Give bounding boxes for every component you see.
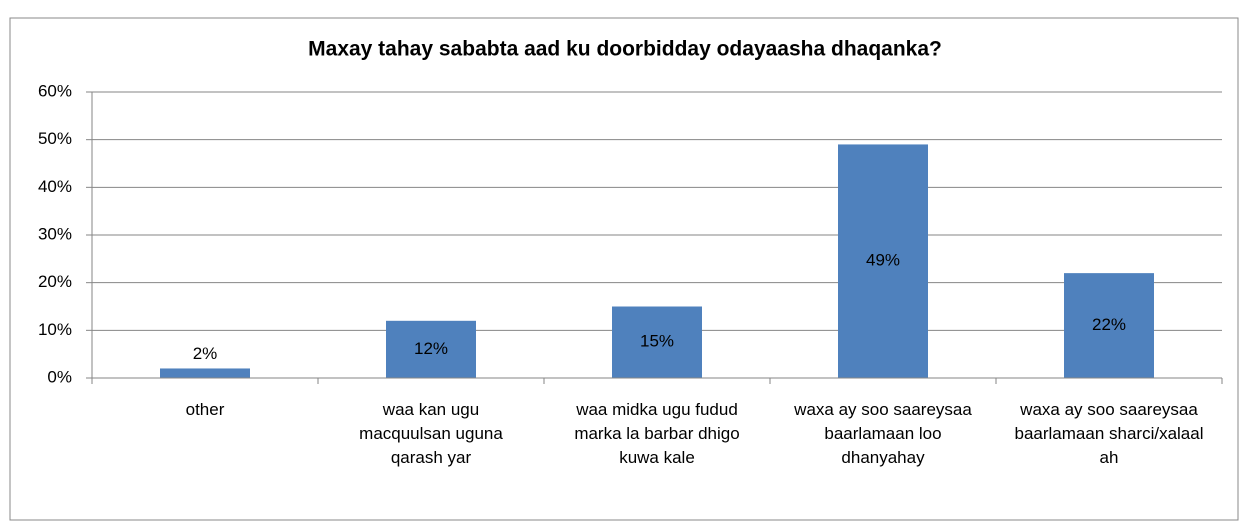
data-label: 15% bbox=[640, 332, 674, 351]
bar bbox=[612, 306, 702, 378]
data-label: 12% bbox=[414, 339, 448, 358]
y-tick-label: 60% bbox=[38, 81, 72, 100]
x-tick-label: waxa ay soo saareysaa baarlamaan loo dha… bbox=[794, 400, 972, 467]
y-tick-label: 40% bbox=[38, 177, 72, 196]
y-tick-label: 0% bbox=[47, 367, 72, 386]
x-tick-label: other bbox=[185, 400, 225, 419]
data-label: 49% bbox=[866, 251, 900, 270]
data-label: 22% bbox=[1092, 315, 1126, 334]
y-tick-label: 10% bbox=[38, 320, 72, 339]
x-tick-label: waa kan ugu macquulsan uguna qarash yar bbox=[359, 400, 503, 467]
data-label: 2% bbox=[193, 344, 218, 363]
x-tick-label: waa midka ugu fudud marka la barbar dhig… bbox=[574, 400, 740, 467]
x-tick-label: waxa ay soo saareysaa baarlamaan sharci/… bbox=[1014, 400, 1204, 467]
chart-border bbox=[9, 17, 1239, 521]
bar bbox=[838, 144, 928, 378]
bar bbox=[1064, 273, 1154, 378]
bar bbox=[386, 320, 476, 378]
bar bbox=[160, 368, 250, 378]
y-tick-label: 20% bbox=[38, 272, 72, 291]
chart-title: Maxay tahay sababta aad ku doorbidday od… bbox=[308, 38, 942, 61]
y-tick-label: 50% bbox=[38, 129, 72, 148]
y-tick-label: 30% bbox=[38, 224, 72, 243]
